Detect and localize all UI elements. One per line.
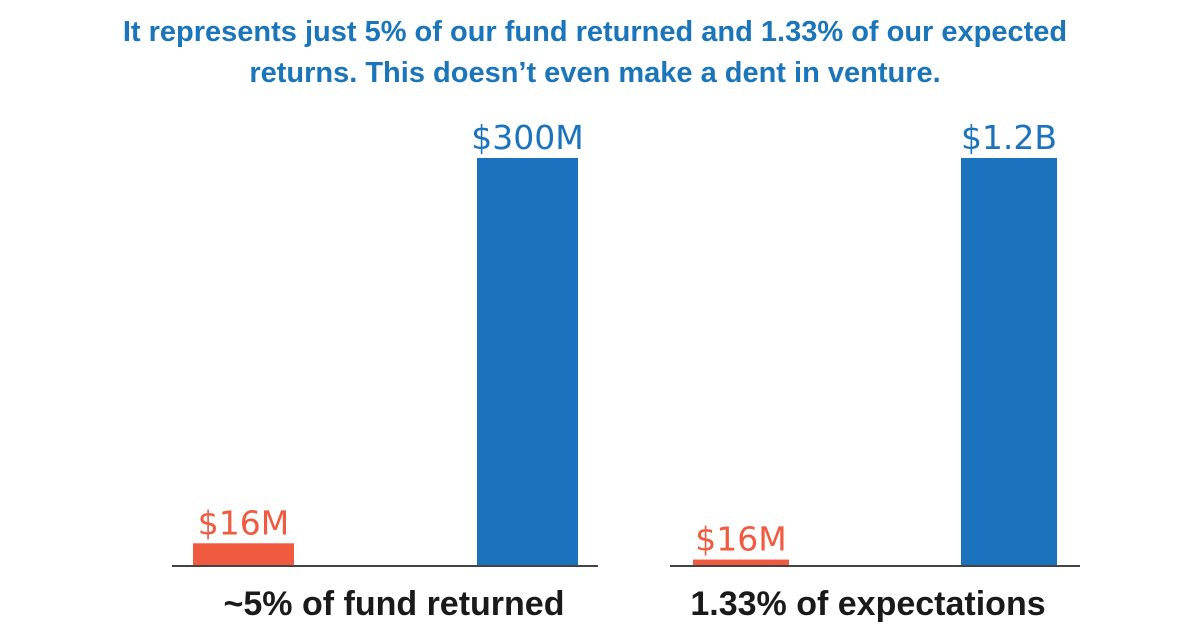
- title-line-2: returns. This doesn’t even make a dent i…: [249, 57, 941, 89]
- chart-panel-2: $16M $1.2B 1.33% of expectations: [670, 118, 1080, 623]
- chart-title: It represents just 5% of our fund return…: [0, 12, 1190, 94]
- bar-2-2: [961, 158, 1057, 565]
- bar-value-label: $1.2B: [961, 118, 1057, 157]
- bar-value-label: $16M: [695, 520, 786, 559]
- chart-panel-1: $16M $300M ~5% of fund returned: [172, 118, 598, 623]
- title-line-1: It represents just 5% of our fund return…: [122, 16, 1068, 48]
- bar-2-1: [693, 559, 789, 565]
- chart-caption: ~5% of fund returned: [224, 585, 565, 623]
- bar-1-1: [193, 543, 294, 565]
- chart-caption: 1.33% of expectations: [690, 585, 1045, 623]
- bar-1-2: [477, 158, 578, 565]
- bar-value-label: $300M: [471, 118, 583, 157]
- bar-value-label: $16M: [198, 503, 289, 542]
